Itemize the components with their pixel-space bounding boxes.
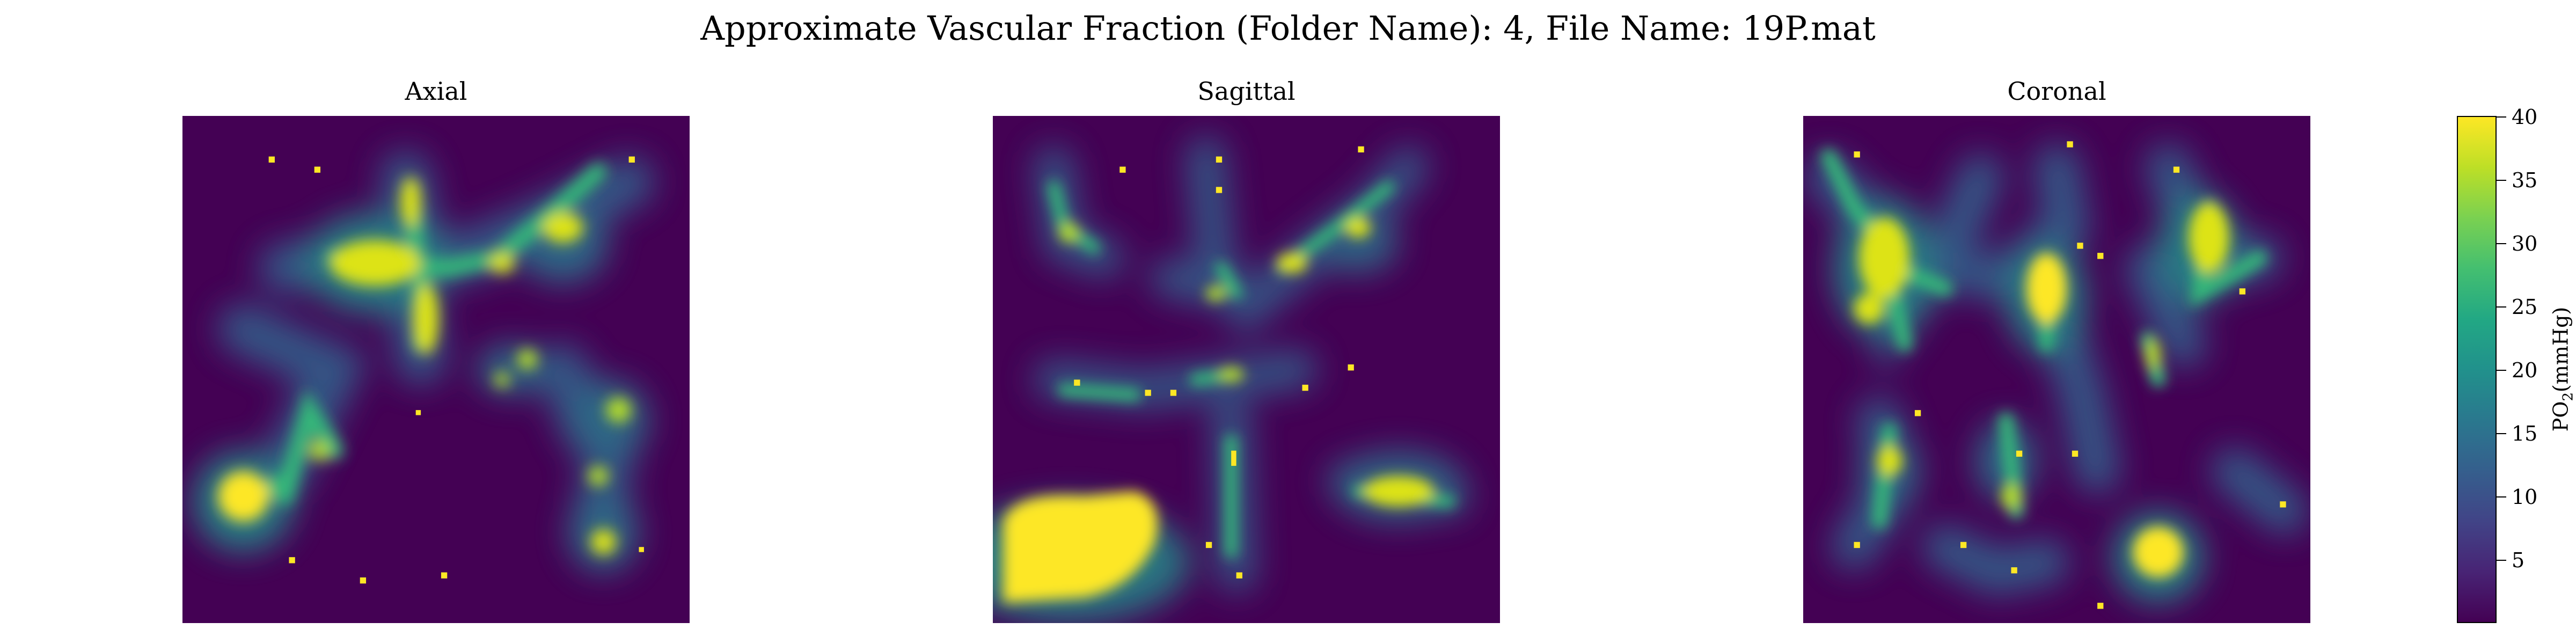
colorbar-label: PO2(mmHg) [2549,307,2576,431]
panel-title-coronal: Coronal [2007,77,2106,106]
panel-title-axial: Axial [405,77,467,106]
heatmap-sagittal [993,116,1500,623]
figure-title: Approximate Vascular Fraction (Folder Na… [700,9,1876,48]
colorbar-label-unit: (mmHg) [2549,306,2573,392]
colorbar-label-main: PO [2549,401,2573,432]
colorbar [2457,116,2497,623]
colorbar-tick-label: 10 [2512,485,2538,509]
colorbar-tick [2497,180,2506,181]
colorbar-tick [2497,116,2506,118]
colorbar-label-subscript: 2 [2560,392,2576,401]
panel-title-sagittal: Sagittal [1197,77,1296,106]
heatmap-coronal [1803,116,2310,623]
colorbar-tick [2497,243,2506,244]
colorbar-tick [2497,496,2506,497]
colorbar-tick [2497,370,2506,371]
colorbar-tick-label: 5 [2512,548,2525,572]
colorbar-tick-label: 20 [2512,358,2538,382]
colorbar-tick [2497,560,2506,561]
colorbar-tick-label: 40 [2512,105,2538,129]
colorbar-tick-label: 25 [2512,295,2538,319]
colorbar-tick [2497,433,2506,434]
colorbar-axis: 5 10 15 20 25 30 35 40 [2497,106,2561,623]
heatmap-axial [182,116,690,623]
colorbar-tick-label: 30 [2512,232,2538,255]
colorbar-tick [2497,306,2506,308]
colorbar-tick-label: 15 [2512,422,2538,445]
colorbar-tick-label: 35 [2512,169,2538,192]
